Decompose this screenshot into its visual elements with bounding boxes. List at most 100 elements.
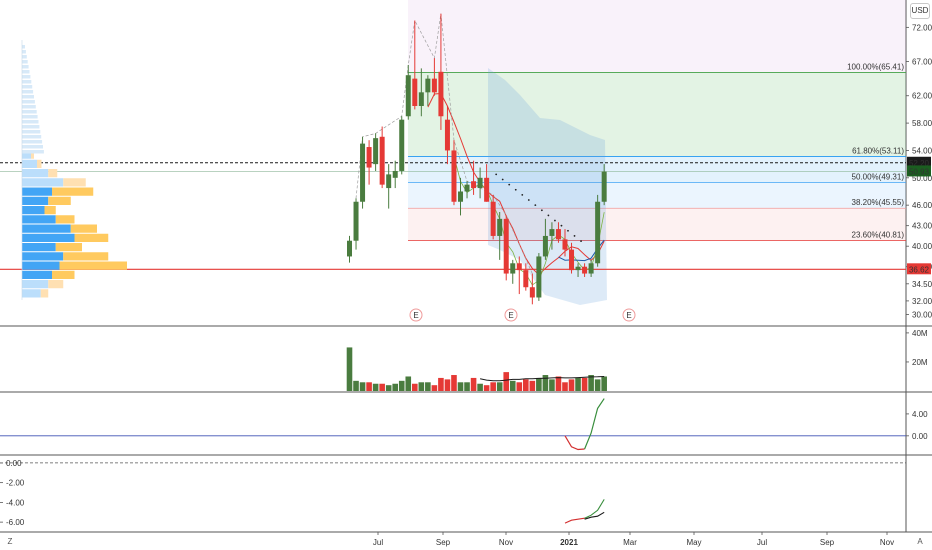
candle [366, 140, 372, 185]
volume-bar [601, 376, 607, 391]
volume-profile-faint [22, 60, 28, 64]
currency-button[interactable]: USD [910, 3, 930, 19]
candle-body [458, 191, 464, 202]
volume-profile-down [63, 178, 86, 187]
volume-bar [581, 377, 588, 391]
volume-profile-faint [22, 115, 38, 119]
candle-body [477, 177, 483, 189]
candle-body [405, 75, 411, 117]
candle [431, 58, 437, 96]
candle [510, 259, 516, 284]
volume-bar [549, 379, 555, 391]
price-axis-tick-label: 30.00 [912, 311, 932, 320]
fib-top-zone [408, 0, 906, 73]
volume-profile-faint [22, 125, 40, 129]
candle-body [601, 171, 607, 202]
candle [582, 263, 588, 277]
volume-bar [594, 379, 601, 391]
volume-bar [418, 382, 425, 391]
candle [360, 136, 366, 209]
candle-body [490, 201, 496, 236]
candle-body [464, 184, 470, 192]
volume-bar [392, 383, 399, 391]
volume-profile-faint [22, 100, 35, 104]
volume-profile-down [59, 261, 127, 270]
earnings-marker-label: E [626, 311, 631, 320]
volume-profile-faint [22, 85, 33, 89]
candle [595, 194, 601, 267]
volume-profile-down [31, 150, 34, 159]
price-axis-tick-label: 62.00 [912, 92, 932, 101]
candle [418, 68, 424, 117]
candle-body [503, 218, 509, 274]
oscillator2-axis-tick-label: -6.00 [6, 518, 25, 527]
volume-profile-down [74, 233, 109, 242]
volume-profile-up [22, 206, 45, 215]
candle [399, 116, 405, 175]
candle [497, 212, 503, 260]
candle-body [386, 174, 392, 189]
price-axis-tick-label: 40.00 [912, 242, 932, 251]
candle [405, 64, 411, 120]
volume-profile-faint [22, 120, 39, 124]
candle [458, 177, 464, 216]
volume-ma-line [479, 376, 605, 382]
candle [392, 160, 398, 189]
volume-bar [588, 375, 594, 391]
price-axis-tick-label: 46.00 [912, 201, 932, 210]
projection-cone [488, 68, 607, 305]
volume-bar [379, 383, 385, 391]
volume-profile-faint [22, 130, 41, 134]
volume-bar [372, 383, 379, 391]
time-axis-label: Sep [820, 538, 835, 547]
volume-profile-up [22, 270, 52, 279]
candle-body [529, 287, 535, 298]
earnings-marker [409, 308, 423, 322]
candle-body [549, 229, 555, 236]
oscillator2-green-line [584, 499, 605, 519]
time-axis-label: Mar [623, 538, 637, 547]
volume-bar [490, 382, 496, 391]
volume-profile-up [22, 196, 49, 205]
fib-level-label: 38.20%(45.55) [852, 198, 905, 207]
volume-profile-up [22, 233, 75, 242]
auto-scale-button[interactable]: A [917, 537, 923, 546]
candle [477, 167, 483, 199]
candle-body [373, 138, 379, 165]
volume-profile-down [40, 289, 49, 298]
earnings-marker-label: E [508, 311, 513, 320]
trail-dot [573, 235, 576, 237]
candle [347, 235, 352, 263]
candle [562, 229, 568, 257]
candle-body [418, 92, 424, 106]
trail-dot [495, 173, 498, 176]
candle-body [379, 136, 385, 185]
oscillator1-axis-tick-label: 0.00 [912, 432, 928, 441]
candle [523, 263, 529, 291]
volume-bar [359, 382, 366, 391]
candle-body [412, 78, 418, 106]
candle-body [542, 235, 548, 257]
candle [412, 20, 418, 110]
volume-profile-down [48, 280, 64, 289]
zoom-button[interactable]: Z [7, 537, 13, 546]
volume-profile-up [22, 150, 31, 159]
candle-body [562, 239, 568, 250]
candle [425, 75, 431, 106]
candle-body [431, 78, 437, 93]
volume-profile-faint [22, 150, 44, 154]
volume-profile-up [22, 252, 64, 261]
trail-dot [534, 204, 537, 207]
volume-bar [477, 383, 483, 391]
oscillator2-axis-tick-label: -4.00 [6, 498, 25, 507]
volume-profile-up [22, 224, 71, 233]
volume-axis-tick-label: 40M [912, 329, 928, 338]
candle-body [588, 263, 594, 274]
volume-bar [451, 375, 457, 391]
moving-average-red [427, 92, 605, 276]
candle [569, 242, 575, 274]
volume-profile-faint [22, 145, 43, 149]
volume-profile-faint [22, 80, 32, 84]
volume-bar [516, 382, 523, 391]
